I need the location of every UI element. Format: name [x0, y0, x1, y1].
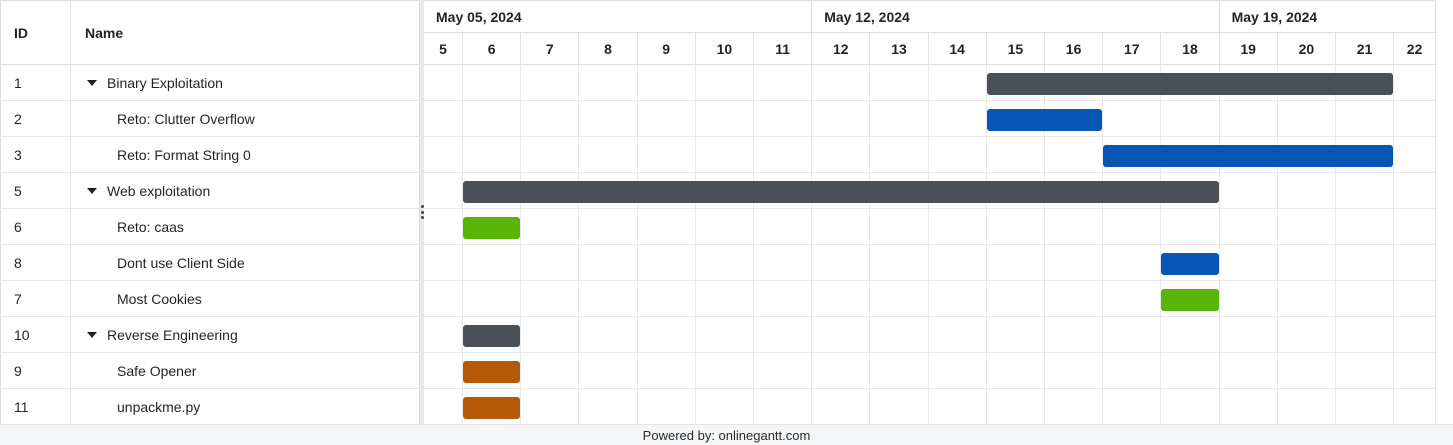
task-group-name-cell[interactable]: Web exploitation	[71, 173, 420, 208]
row-gridline	[424, 172, 1436, 173]
task-name-label: Reto: Clutter Overflow	[117, 110, 255, 127]
task-row[interactable]: 10 Reverse Engineering	[0, 317, 420, 353]
day-header: 19	[1219, 33, 1278, 65]
task-id-cell: 10	[0, 317, 71, 352]
task-id-cell: 3	[0, 137, 71, 172]
row-gridline	[424, 352, 1436, 353]
day-header: 16	[1045, 33, 1104, 65]
task-bar[interactable]	[1161, 253, 1219, 275]
collapse-caret-icon[interactable]	[87, 187, 97, 194]
task-row[interactable]: 9 Safe Opener	[0, 353, 420, 389]
task-name-label: unpackme.py	[117, 398, 201, 415]
task-bar[interactable]	[463, 217, 521, 239]
task-bar[interactable]	[986, 109, 1103, 131]
footer-text[interactable]: Powered by: onlinegantt.com	[642, 427, 811, 443]
row-gridline	[424, 316, 1436, 317]
row-gridline	[424, 280, 1436, 281]
day-header: 6	[463, 33, 522, 65]
task-bar[interactable]	[1103, 145, 1394, 167]
task-bar[interactable]	[463, 361, 521, 383]
day-header: 20	[1277, 33, 1336, 65]
name-column-header[interactable]: Name	[71, 0, 420, 65]
task-row[interactable]: 8 Dont use Client Side	[0, 245, 420, 281]
task-id-cell: 1	[0, 65, 71, 100]
week-header: May 05, 2024	[424, 0, 813, 33]
row-gridline	[424, 208, 1436, 209]
task-name-label: Web exploitation	[107, 182, 211, 199]
day-header: 8	[579, 33, 638, 65]
task-row[interactable]: 6 Reto: caas	[0, 209, 420, 245]
day-header: 21	[1336, 33, 1395, 65]
task-name-label: Safe Opener	[117, 362, 197, 379]
task-row[interactable]: 5 Web exploitation	[0, 173, 420, 209]
splitter-handle-icon[interactable]	[420, 205, 424, 219]
task-name-label: Most Cookies	[117, 290, 202, 307]
day-header: 22	[1394, 33, 1436, 65]
task-row[interactable]: 3 Reto: Format String 0	[0, 137, 420, 173]
task-row[interactable]: 11 unpackme.py	[0, 389, 420, 425]
task-name-cell[interactable]: Reto: caas	[71, 209, 420, 244]
task-id-cell: 7	[0, 281, 71, 316]
day-header: 18	[1161, 33, 1220, 65]
right-gutter	[1436, 0, 1453, 424]
task-name-cell[interactable]: Reto: Clutter Overflow	[71, 101, 420, 136]
task-id-cell: 11	[0, 389, 71, 424]
day-header: 10	[695, 33, 754, 65]
task-bar[interactable]	[463, 397, 521, 419]
day-header: 17	[1103, 33, 1162, 65]
task-name-cell[interactable]: Reto: Format String 0	[71, 137, 420, 172]
row-gridline	[424, 388, 1436, 389]
powered-by-footer: Powered by: onlinegantt.com	[0, 424, 1453, 445]
day-header: 15	[986, 33, 1045, 65]
task-name-cell[interactable]: Most Cookies	[71, 281, 420, 316]
task-name-cell[interactable]: Dont use Client Side	[71, 245, 420, 280]
task-name-label: Reto: caas	[117, 218, 184, 235]
task-row[interactable]: 1 Binary Exploitation	[0, 65, 420, 101]
collapse-caret-icon[interactable]	[87, 79, 97, 86]
summary-task-bar[interactable]	[463, 325, 521, 347]
task-group-name-cell[interactable]: Reverse Engineering	[71, 317, 420, 352]
task-id-cell: 5	[0, 173, 71, 208]
task-id-cell: 6	[0, 209, 71, 244]
day-header: 5	[424, 33, 463, 65]
task-id-cell: 2	[0, 101, 71, 136]
task-group-name-cell[interactable]: Binary Exploitation	[71, 65, 420, 100]
day-header: 7	[521, 33, 580, 65]
task-row[interactable]: 7 Most Cookies	[0, 281, 420, 317]
summary-task-bar[interactable]	[463, 181, 1219, 203]
week-header: May 12, 2024	[812, 0, 1220, 33]
task-id-cell: 8	[0, 245, 71, 280]
task-name-label: Reverse Engineering	[107, 326, 238, 343]
day-header: 14	[928, 33, 987, 65]
week-header: May 19, 2024	[1219, 0, 1436, 33]
day-header: 13	[870, 33, 929, 65]
task-grid: ID Name 1 Binary Exploitation 2 Reto: Clutt…	[0, 0, 420, 425]
gantt-timeline: May 05, 2024 May 12, 2024 May 19, 2024 5 6 7 8…	[424, 0, 1436, 425]
collapse-caret-icon[interactable]	[87, 331, 97, 338]
day-header: 11	[754, 33, 813, 65]
task-name-cell[interactable]: unpackme.py	[71, 389, 420, 424]
row-gridline	[424, 136, 1436, 137]
task-name-label: Binary Exploitation	[107, 74, 223, 91]
row-gridline	[424, 244, 1436, 245]
day-header: 9	[637, 33, 696, 65]
task-name-label: Dont use Client Side	[117, 254, 245, 271]
id-column-header[interactable]: ID	[0, 0, 71, 65]
task-row[interactable]: 2 Reto: Clutter Overflow	[0, 101, 420, 137]
task-name-label: Reto: Format String 0	[117, 146, 251, 163]
summary-task-bar[interactable]	[986, 73, 1394, 95]
task-id-cell: 9	[0, 353, 71, 388]
row-gridline	[424, 100, 1436, 101]
task-name-cell[interactable]: Safe Opener	[71, 353, 420, 388]
day-header: 12	[812, 33, 871, 65]
task-bar[interactable]	[1161, 289, 1219, 311]
